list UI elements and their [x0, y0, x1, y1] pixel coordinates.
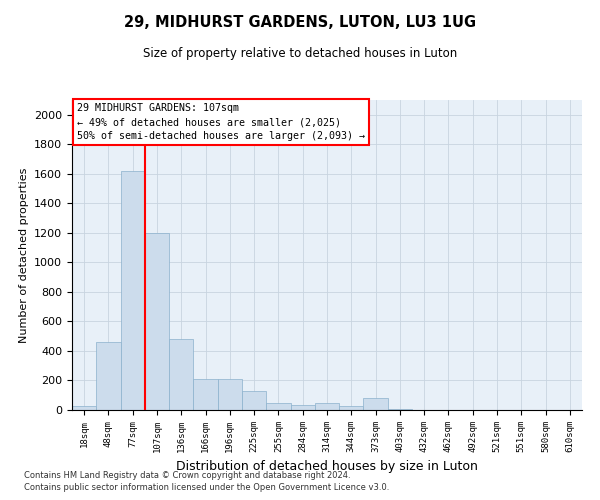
- Bar: [145, 233, 169, 410]
- Bar: [315, 402, 339, 410]
- Bar: [242, 391, 266, 410]
- Text: Contains public sector information licensed under the Open Government Licence v3: Contains public sector information licen…: [24, 484, 389, 492]
- Text: Contains HM Land Registry data © Crown copyright and database right 2024.: Contains HM Land Registry data © Crown c…: [24, 471, 350, 480]
- Bar: [72, 406, 96, 410]
- Text: 29, MIDHURST GARDENS, LUTON, LU3 1UG: 29, MIDHURST GARDENS, LUTON, LU3 1UG: [124, 15, 476, 30]
- Y-axis label: Number of detached properties: Number of detached properties: [19, 168, 29, 342]
- Bar: [193, 379, 218, 410]
- Bar: [339, 406, 364, 410]
- Bar: [169, 339, 193, 410]
- Bar: [218, 379, 242, 410]
- Bar: [96, 342, 121, 410]
- Bar: [266, 402, 290, 410]
- Bar: [121, 171, 145, 410]
- Bar: [364, 398, 388, 410]
- Bar: [290, 405, 315, 410]
- Text: Size of property relative to detached houses in Luton: Size of property relative to detached ho…: [143, 48, 457, 60]
- Text: 29 MIDHURST GARDENS: 107sqm
← 49% of detached houses are smaller (2,025)
50% of : 29 MIDHURST GARDENS: 107sqm ← 49% of det…: [77, 103, 365, 141]
- X-axis label: Distribution of detached houses by size in Luton: Distribution of detached houses by size …: [176, 460, 478, 473]
